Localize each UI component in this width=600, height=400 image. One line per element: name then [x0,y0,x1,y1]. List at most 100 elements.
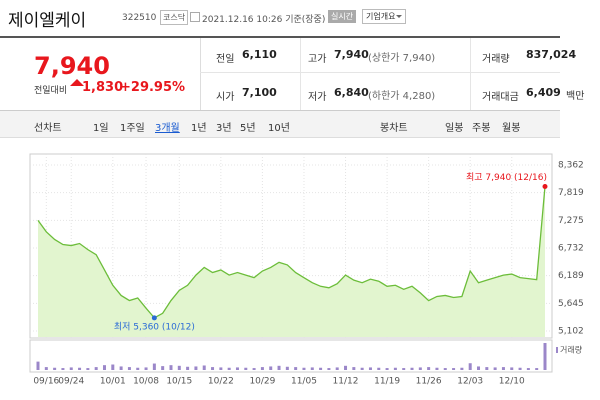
volume-bar [53,367,57,370]
stat-value: 6,110 [242,48,277,61]
volume-bar [169,365,173,370]
plot-frame [29,153,553,339]
volume-bar [460,367,464,370]
y-tick-label: 7,819 [558,188,584,198]
volume-bar [402,368,406,370]
max-point [542,183,548,189]
x-tick-label: 10/22 [208,377,234,387]
change: 1,830 [82,80,124,95]
volume-bar [119,366,123,370]
volume-bar [260,367,264,370]
volume-bar [78,367,82,370]
volume-bar [111,364,115,370]
stat-value: 6,840 [334,86,369,99]
volume-bar [452,368,456,370]
volume-bar [393,367,397,370]
price-line [37,186,546,319]
stat-note: (하한가 4,280) [368,91,436,102]
volume-bar [344,365,348,370]
button[interactable]: 실시간 [328,10,357,23]
volume-bar [211,367,215,370]
price: 7,940 [34,52,110,80]
volume-bar [227,367,231,370]
tab[interactable]: 일봉 [445,123,464,134]
stat-label: 전일 [216,54,235,65]
volume-bar [61,368,65,370]
volume-bar [477,366,481,370]
tab[interactable]: 주봉 [472,123,491,134]
button[interactable]: 기업개요 [362,9,407,24]
volume-bar [235,367,239,370]
volume-bar [319,367,323,370]
tab-label: 선차트 [34,123,62,134]
stock-name: 제이엘케이 [8,11,87,31]
volume-bar [510,367,514,370]
volume-bar [377,367,381,370]
volume-bar [252,368,256,370]
x-tick-label: 09/16 [33,377,59,387]
tab[interactable]: 3개월 [155,123,180,134]
market-badge: 코스닥 [160,10,189,25]
stat-label: 시가 [216,92,235,103]
volume-legend-swatch [556,347,558,353]
volume-bar [219,367,223,370]
stat-value: 7,100 [242,86,277,99]
volume-bar [302,367,306,370]
tab[interactable]: 10년 [268,123,290,134]
volume-bar [94,367,98,370]
volume-bar [310,367,314,370]
volume-legend: 거래량 [560,345,583,355]
volume-bar [244,367,248,370]
volume-bar [127,367,131,370]
tab[interactable]: 5년 [240,123,256,134]
icon [190,12,200,22]
min-point [151,315,157,321]
y-tick-label: 7,275 [558,216,584,226]
volume-bar [410,367,414,370]
volume-bar [186,366,190,370]
change-rate: +29.95% [120,80,186,95]
tab[interactable]: 1주일 [120,123,145,134]
volume-bar [277,365,281,370]
tab[interactable]: 1일 [93,123,109,134]
x-tick-label: 10/15 [166,377,192,387]
tab-label: 봉차트 [380,123,408,134]
volume-bar [485,367,489,370]
volume-bar [327,368,331,370]
change-label: 전일대비 [34,86,68,96]
volume-bar [177,365,181,370]
tab[interactable]: 1년 [191,123,207,134]
stat-label: 거래량 [482,54,510,65]
y-tick-label: 8,362 [558,161,584,171]
volume-bar [202,365,206,370]
tab[interactable]: 3년 [216,123,232,134]
stat-label: 고가 [308,54,327,65]
volume-bar [360,367,364,370]
volume-bar [526,368,530,370]
tab-bar [0,110,560,138]
y-tick-label: 5,102 [558,327,584,337]
y-tick-label: 6,189 [558,271,584,281]
volume-bar [269,366,273,370]
up-arrow [70,79,84,86]
volume-bar [194,366,198,370]
stat-value: 7,940 [334,48,369,61]
volume-bar [161,366,165,370]
tab[interactable]: 월봉 [502,123,521,134]
volume-bar [543,343,547,370]
volume-bar [36,361,40,370]
stock-code: 322510 [122,13,157,23]
button-text: 기업개요 [366,12,396,21]
volume-bar [468,363,472,370]
stat-value: 6,409 [526,86,561,99]
divider [0,36,560,38]
x-tick-label: 12/03 [457,377,483,387]
x-tick-label: 11/12 [333,377,359,387]
volume-frame [29,339,553,373]
x-tick-label: 11/05 [291,377,317,387]
x-tick-label: 10/08 [133,377,159,387]
volume-bar [86,368,90,370]
volume-bar [385,368,389,370]
y-tick-label: 5,645 [558,299,584,309]
